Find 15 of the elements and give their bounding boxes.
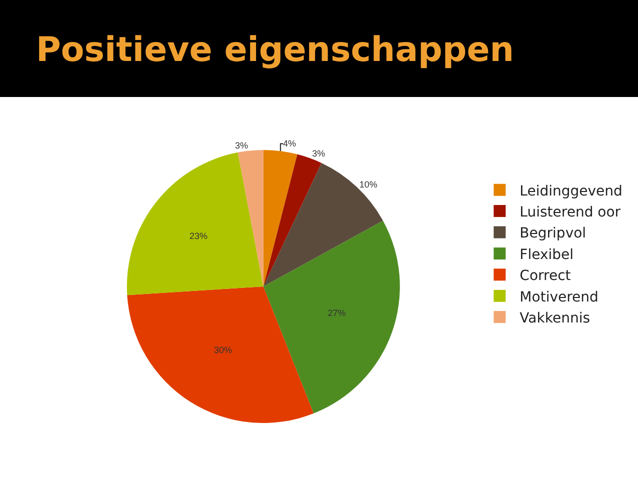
data-label: 27% [328,308,346,318]
legend-label: Begripvol [520,226,586,242]
legend-label: Luisterend oor [520,204,621,220]
data-label: 4% [282,138,296,149]
data-label: 3% [235,140,248,151]
data-label: 30% [214,345,232,356]
legend-label: Flexibel [520,246,574,263]
legend-label: Leidinggevend [520,183,622,200]
data-label: 23% [189,231,208,242]
legend-label: Vakkennis [520,310,590,326]
legend-label: Correct [520,268,572,284]
legend-label: Motiverend [520,289,598,306]
data-label: 10% [359,179,378,190]
chart-title: Positieve eigenschappen [36,30,514,70]
data-label: 3% [312,148,326,159]
